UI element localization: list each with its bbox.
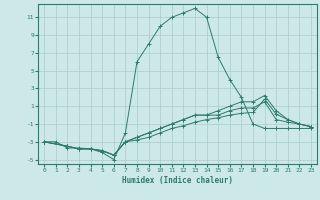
X-axis label: Humidex (Indice chaleur): Humidex (Indice chaleur) bbox=[122, 176, 233, 185]
